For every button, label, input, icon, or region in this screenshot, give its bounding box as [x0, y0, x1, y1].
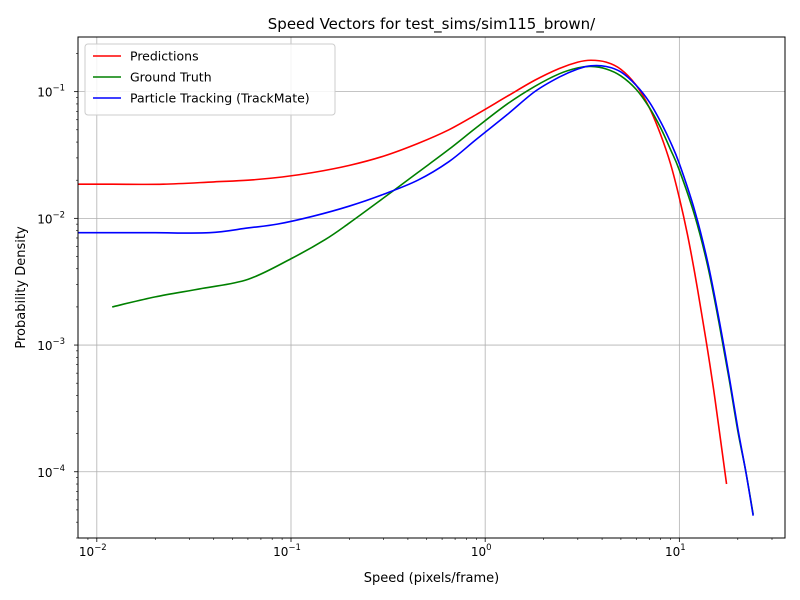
series-line-0: [78, 59, 728, 485]
series-lines: [78, 59, 754, 516]
x-tick-label: 10−1: [273, 543, 301, 559]
y-axis-label: Probability Density: [14, 226, 29, 349]
y-tick-label: 10−1: [37, 84, 65, 100]
series-line-2: [78, 64, 754, 516]
legend: Predictions Ground Truth Particle Tracking…: [84, 43, 336, 116]
x-tick-label: 101: [665, 543, 686, 559]
axis-ticks: 10−2 10−1 100 101 10−4 10−3 10−2 10−1: [37, 53, 773, 559]
legend-box: [84, 43, 336, 116]
x-tick-label: 10−2: [79, 543, 107, 559]
legend-label-1: Ground Truth: [130, 70, 212, 85]
y-tick-label: 10−4: [37, 464, 65, 480]
plot-frame: [77, 36, 786, 539]
chart-title: Speed Vectors for test_sims/sim115_brown…: [268, 15, 596, 34]
x-axis-label: Speed (pixels/frame): [364, 571, 500, 586]
legend-label-2: Particle Tracking (TrackMate): [130, 91, 310, 106]
y-tick-label: 10−3: [37, 337, 65, 353]
legend-label-0: Predictions: [130, 49, 199, 64]
x-tick-label: 100: [471, 543, 492, 559]
y-tick-label: 10−2: [37, 210, 65, 226]
